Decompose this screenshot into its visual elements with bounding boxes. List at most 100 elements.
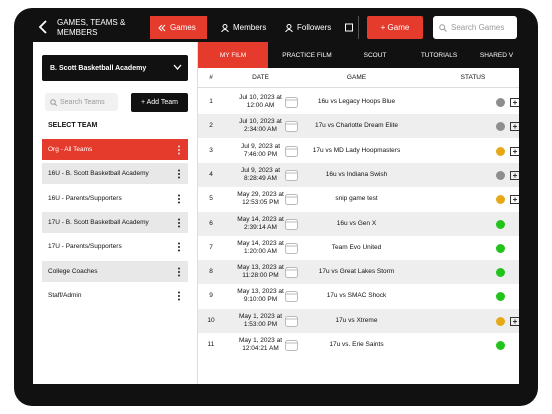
row-number: 8 (209, 268, 213, 276)
status-dot (496, 243, 505, 253)
row-date: May 1, 2023 at 1:53:00 PM (233, 313, 288, 329)
calendar-icon[interactable] (285, 169, 298, 181)
column-header: # (209, 74, 213, 81)
film-icon[interactable] (510, 170, 519, 181)
row-date: Jul 9, 2023 at 8:28:49 AM (233, 167, 288, 183)
status-dot (496, 219, 505, 229)
sub-tab[interactable]: MY FILM (198, 42, 268, 68)
calendar-icon[interactable] (285, 218, 298, 230)
more-button[interactable] (177, 291, 181, 301)
calendar-icon[interactable] (285, 242, 298, 254)
film-icon[interactable] (510, 146, 519, 157)
calendar-icon[interactable] (285, 315, 298, 327)
film-icon[interactable] (510, 316, 519, 327)
date-line: Jul 9, 2023 at (240, 142, 281, 150)
team-item[interactable]: Org - All Teams (42, 139, 188, 160)
sub-tab[interactable]: SHARED V (479, 51, 514, 59)
search-icon (50, 98, 57, 106)
status-dot (496, 316, 505, 326)
table-row[interactable]: 11 May 1, 2023 at 12:04:21 AM 17u vs. Erie … (198, 333, 519, 357)
search-games[interactable]: Search Games (433, 16, 517, 39)
date-line: 1:53:00 PM (243, 320, 278, 328)
date-line: 12:04:21 AM (242, 345, 279, 352)
status-dot (496, 341, 505, 350)
date-line: May 29, 2023 at (237, 191, 284, 199)
search-teams[interactable]: Search Teams (45, 93, 118, 111)
tab-icon[interactable] (345, 23, 353, 32)
date-line: 2:34:00 AM (244, 126, 277, 134)
date-line: May 13, 2023 at (237, 288, 284, 296)
search-placeholder: Search Teams (60, 98, 105, 106)
status-dot (496, 170, 505, 180)
sub-tab[interactable]: SCOUT (363, 51, 387, 59)
team-item[interactable]: 17U - Parents/Supporters (42, 236, 188, 258)
film-icon[interactable] (510, 97, 519, 108)
team-item[interactable]: Staff/Admin (42, 284, 188, 306)
header-title: GAMES, TEAMS & MEMBERS (57, 18, 126, 37)
add-team-button[interactable]: + Add Team (131, 93, 188, 112)
sub-tab[interactable]: PRACTICE FILM (282, 51, 332, 59)
calendar-icon[interactable] (285, 120, 298, 133)
team-name: 16U - Parents/Supporters (48, 194, 122, 202)
row-number: 1 (209, 98, 213, 105)
more-button[interactable] (177, 267, 181, 277)
date-line: 11:28:00 PM (242, 272, 279, 280)
table-row[interactable]: 10 May 1, 2023 at 1:53:00 PM 17u vs Xtreme (198, 308, 519, 333)
team-item[interactable]: 17U - B. Scott Basketball Academy (42, 211, 188, 233)
section-title: SELECT TEAM (48, 122, 98, 129)
more-button[interactable] (177, 169, 181, 179)
row-game: 17u vs SMAC Shock (326, 292, 387, 300)
table-row[interactable]: 9 May 13, 2023 at 9:10:00 PM 17u vs SMAC Sh… (198, 284, 519, 309)
row-number: 4 (209, 170, 213, 178)
tab-label: Members (233, 23, 267, 32)
row-number: 7 (209, 243, 213, 251)
column-header: GAME (346, 74, 367, 81)
date-line: 7:46:00 PM (243, 150, 278, 158)
calendar-icon[interactable] (285, 339, 298, 351)
team-item[interactable]: College Coaches (42, 260, 188, 282)
row-game: 17u vs. Erie Saints (329, 341, 384, 348)
status-dot (496, 268, 505, 278)
sidebar: B. Scott Basketball Academy Search Teams… (33, 42, 198, 384)
calendar-icon[interactable] (285, 145, 298, 157)
table-row[interactable]: 4 Jul 9, 2023 at 8:28:49 AM 16u vs Indiana … (198, 162, 519, 187)
team-item[interactable]: 16U - Parents/Supporters (42, 187, 188, 209)
status-dot (496, 195, 505, 205)
table-row[interactable]: 7 May 14, 2023 at 1:20:00 AM Team Evo Unite… (198, 235, 519, 260)
film-icon[interactable] (510, 121, 519, 132)
search-placeholder: Search Games (451, 23, 505, 32)
more-button[interactable] (177, 145, 181, 155)
tab[interactable]: Followers (277, 16, 339, 39)
table-header (198, 69, 519, 88)
table-row[interactable]: 5 May 29, 2023 at 12:53:05 PM snip game tes… (198, 187, 519, 212)
more-button[interactable] (177, 218, 181, 228)
date-line: May 14, 2023 at (237, 239, 284, 247)
row-number: 10 (207, 316, 215, 324)
date-line: May 13, 2023 at (237, 264, 284, 272)
row-date: May 13, 2023 at 11:28:00 PM (233, 264, 288, 280)
calendar-icon[interactable] (285, 193, 298, 206)
table-row[interactable]: 2 Jul 10, 2023 at 2:34:00 AM 17u vs Charlot… (198, 114, 519, 139)
more-button[interactable] (177, 242, 181, 252)
table-row[interactable]: 1 Jul 10, 2023 at 12:00 AM 16u vs Legacy Ho… (198, 90, 519, 114)
date-line: May 1, 2023 at (239, 312, 282, 320)
calendar-icon[interactable] (285, 290, 298, 303)
sub-tab[interactable]: TUTORIALS (420, 51, 458, 59)
organization-dropdown[interactable]: B. Scott Basketball Academy (42, 55, 188, 81)
search-icon (439, 23, 447, 32)
add-game-button[interactable]: + Game (367, 16, 423, 39)
more-button[interactable] (177, 194, 181, 204)
table-row[interactable]: 3 Jul 9, 2023 at 7:46:00 PM 17u vs MD Lady … (198, 138, 519, 163)
team-item[interactable]: 16U - B. Scott Basketball Academy (42, 163, 188, 185)
table-row[interactable]: 6 May 14, 2023 at 2:39:14 AM 16u vs Gen X (198, 211, 519, 236)
tab[interactable]: Members (213, 16, 275, 39)
tab[interactable]: Games (150, 16, 207, 39)
table-row[interactable]: 8 May 13, 2023 at 11:28:00 PM 17u vs Great … (198, 260, 519, 285)
back-button[interactable] (38, 20, 48, 34)
calendar-icon[interactable] (285, 96, 298, 108)
team-name: Org - All Teams (48, 146, 93, 153)
film-icon[interactable] (510, 194, 519, 205)
row-number: 9 (209, 292, 213, 300)
calendar-icon[interactable] (285, 266, 298, 279)
row-date: Jul 10, 2023 at 2:34:00 AM (233, 118, 288, 134)
